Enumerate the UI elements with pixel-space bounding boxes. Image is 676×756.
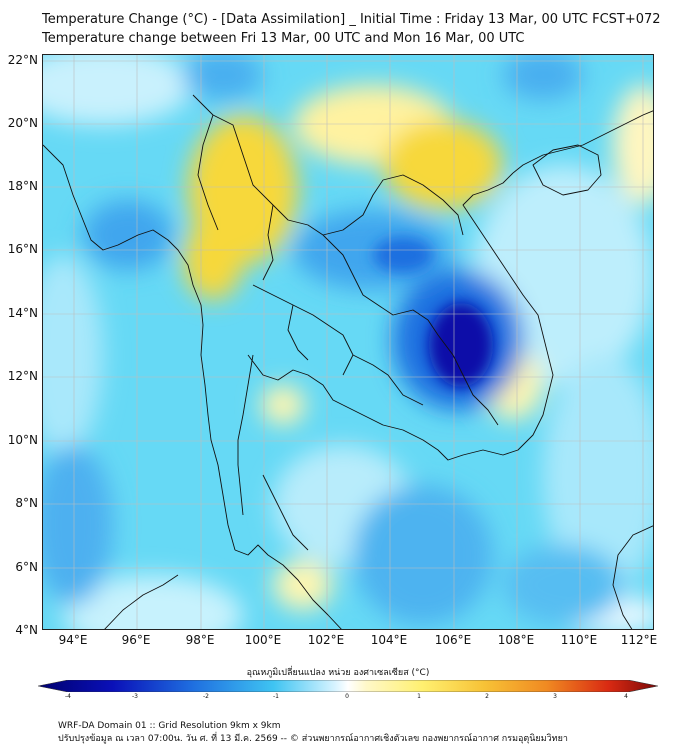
colorbar-tick-minus4: -4 [65, 693, 71, 700]
lat-label-10N: 10°N [7, 433, 38, 447]
colorbar [38, 680, 658, 692]
lon-label-112E: 112°E [620, 633, 658, 647]
lon-label-96E: 96°E [121, 633, 151, 647]
lon-label-108E: 108°E [497, 633, 535, 647]
lat-label-16N: 16°N [7, 242, 38, 256]
lon-label-102E: 102°E [307, 633, 345, 647]
colorbar-title: อุณหภูมิเปลี่ยนแปลง หน่วย องศาเซลเซียส (… [246, 668, 430, 678]
colorbar-tick-minus1: -1 [273, 693, 279, 700]
lat-label-8N: 8°N [15, 496, 38, 510]
lon-label-104E: 104°E [370, 633, 408, 647]
colorbar-tick-4: 4 [624, 693, 628, 700]
lon-label-98E: 98°E [185, 633, 215, 647]
temperature-field [43, 55, 653, 629]
colorbar-tick-2: 2 [485, 693, 489, 700]
credit-text: ปรับปรุงข้อมูล ณ เวลา 07:00น. วัน ศ. ที่… [58, 734, 568, 744]
lat-label-14N: 14°N [7, 306, 38, 320]
colorbar-tick-minus3: -3 [132, 693, 138, 700]
lon-label-100E: 100°E [244, 633, 282, 647]
colorbar-tick-0: 0 [345, 693, 349, 700]
map-canvas [43, 55, 653, 629]
model-info-text: WRF-DA Domain 01 :: Grid Resolution 9km … [58, 721, 281, 731]
colorbar-tick-3: 3 [553, 693, 557, 700]
lat-label-18N: 18°N [7, 179, 38, 193]
colorbar-tick-minus2: -2 [203, 693, 209, 700]
lon-label-110E: 110°E [560, 633, 598, 647]
lon-label-106E: 106°E [434, 633, 472, 647]
map-title: Temperature Change (°C) - [Data Assimila… [42, 12, 661, 27]
lat-label-20N: 20°N [7, 116, 38, 130]
coastlines-and-borders [43, 94, 653, 629]
graticule [43, 55, 653, 629]
temperature-change-map [42, 54, 654, 630]
lat-label-6N: 6°N [15, 560, 38, 574]
lat-label-22N: 22°N [7, 53, 38, 67]
lat-label-12N: 12°N [7, 369, 38, 383]
colorbar-tick-1: 1 [417, 693, 421, 700]
map-subtitle: Temperature change between Fri 13 Mar, 0… [42, 31, 525, 46]
lat-label-4N: 4°N [15, 623, 38, 637]
lon-label-94E: 94°E [58, 633, 88, 647]
